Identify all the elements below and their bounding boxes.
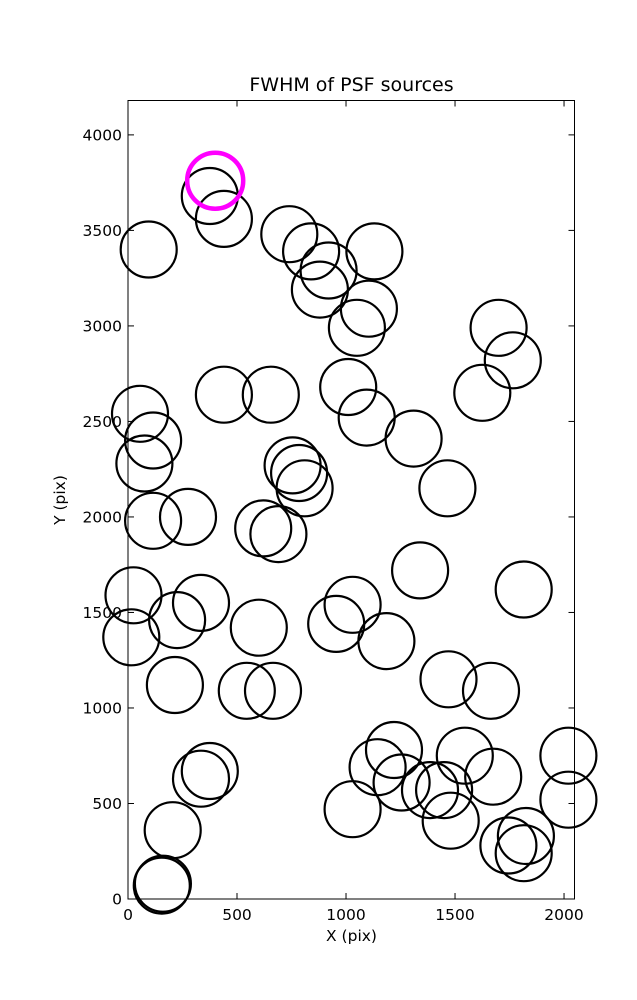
psf-source-marker xyxy=(364,720,424,780)
x-tick-label: 500 xyxy=(222,906,252,924)
psf-source-marker xyxy=(418,459,477,518)
psf-source-marker xyxy=(241,365,300,424)
psf-source-marker xyxy=(391,541,450,600)
psf-source-marker xyxy=(275,459,334,518)
psf-source-marker xyxy=(339,279,398,338)
y-tick-label: 1500 xyxy=(83,604,122,622)
psf-source-marker xyxy=(357,611,416,671)
psf-source-marker xyxy=(115,434,174,493)
psf-source-marker xyxy=(453,363,512,422)
psf-source-marker xyxy=(217,661,276,720)
x-axis: 0 500 1000 1500 2000 xyxy=(123,100,584,924)
x-tick-label: 2000 xyxy=(544,906,583,924)
y-tick-label: 3000 xyxy=(83,317,122,335)
psf-source-marker xyxy=(290,260,349,319)
psf-source-marker xyxy=(229,598,288,657)
psf-source-marker xyxy=(469,298,528,357)
y-tick-label: 3500 xyxy=(83,222,122,240)
psf-source-marker xyxy=(282,222,341,281)
x-axis-label: X (pix) xyxy=(326,927,377,945)
psf-source-marker xyxy=(171,749,231,808)
psf-source-marker xyxy=(319,357,378,417)
psf-source-marker xyxy=(400,760,460,820)
psf-source-marker xyxy=(194,189,253,248)
psf-source-marker xyxy=(110,384,170,443)
psf-source-marker xyxy=(104,566,163,625)
psf-source-marker xyxy=(124,491,183,550)
psf-source-marker xyxy=(384,409,443,468)
psf-source-marker xyxy=(260,205,319,264)
y-tick-label: 2000 xyxy=(83,508,122,526)
psf-source-marker xyxy=(323,575,382,634)
psf-source-marker xyxy=(119,220,178,279)
psf-source-marker xyxy=(372,753,431,812)
y-axis: 0 500 1000 1500 2000 2500 3000 3500 4000 xyxy=(83,126,575,909)
x-tick-label: 1000 xyxy=(326,906,365,924)
psf-source-marker xyxy=(323,780,382,839)
psf-source-marker xyxy=(148,590,207,650)
psf-source-marker xyxy=(145,655,204,715)
highlighted-source-marker xyxy=(184,150,246,211)
psf-source-marker xyxy=(307,594,366,654)
x-tick-label: 1500 xyxy=(435,906,474,924)
psf-source-marker xyxy=(194,365,253,424)
psf-source-marker xyxy=(464,747,523,806)
psf-source-marker xyxy=(171,573,231,633)
chart-title: FWHM of PSF sources xyxy=(249,74,454,96)
psf-source-marker xyxy=(327,298,386,357)
plot-area-frame xyxy=(127,100,575,900)
data-marks-layer xyxy=(102,150,598,915)
psf-source-marker xyxy=(494,824,553,883)
psf-source-marker xyxy=(419,650,478,709)
psf-source-marker xyxy=(539,770,598,829)
psf-source-marker xyxy=(421,791,480,850)
psf-source-marker xyxy=(234,499,293,558)
y-tick-label: 4000 xyxy=(83,126,122,144)
y-tick-label: 0 xyxy=(112,891,122,909)
psf-source-marker xyxy=(243,661,303,720)
psf-source-marker xyxy=(124,411,183,470)
y-tick-label: 1000 xyxy=(83,699,122,717)
psf-source-marker xyxy=(158,487,218,547)
psf-source-marker xyxy=(132,856,191,915)
psf-source-marker xyxy=(102,608,161,667)
psf-source-marker xyxy=(180,741,239,801)
psf-source-marker xyxy=(143,801,202,860)
psf-source-marker xyxy=(483,331,542,390)
psf-source-marker xyxy=(249,504,308,564)
psf-source-marker xyxy=(539,726,598,785)
psf-source-marker xyxy=(461,661,521,720)
y-tick-label: 2500 xyxy=(83,413,122,431)
psf-source-marker xyxy=(345,222,404,281)
psf-source-marker xyxy=(435,726,494,785)
psf-source-marker xyxy=(415,760,474,820)
x-tick-label: 0 xyxy=(123,906,133,924)
psf-source-marker xyxy=(496,806,556,866)
psf-source-marker xyxy=(479,816,538,875)
y-tick-label: 500 xyxy=(92,795,122,813)
psf-source-marker xyxy=(494,560,553,619)
